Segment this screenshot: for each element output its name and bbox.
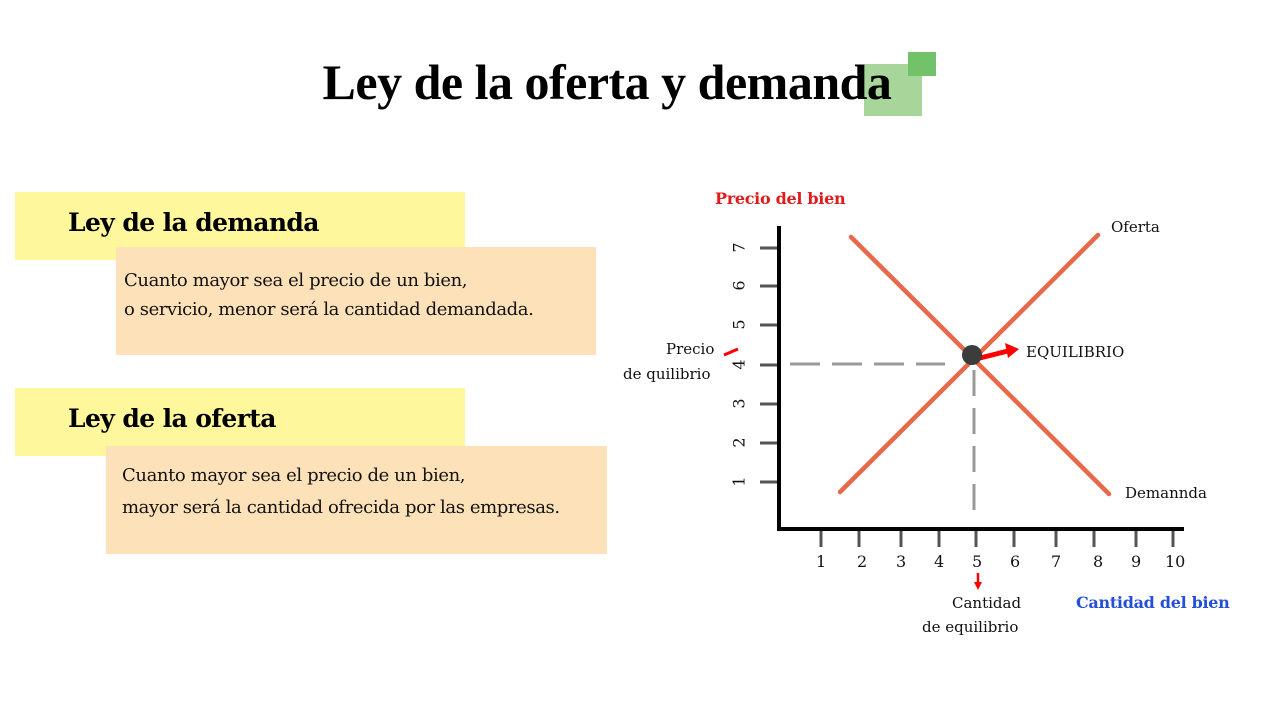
x-tick-label: 8	[1093, 552, 1104, 571]
equilibrium-quantity-label-line-1: Cantidad	[952, 594, 1022, 612]
chart-canvas	[723, 226, 1184, 590]
demand-law-line-2: o servicio, menor será la cantidad deman…	[124, 299, 534, 320]
supply-demand-chart	[600, 180, 1280, 650]
x-tick-label: 2	[857, 552, 868, 571]
demand-law-description-box: Cuanto mayor sea el precio de un bien, o…	[116, 247, 596, 355]
x-tick-label: 10	[1165, 552, 1186, 571]
x-axis-ticks	[819, 531, 1175, 547]
y-tick-label: 2	[729, 437, 749, 448]
equilibrium-arrow-icon	[1005, 343, 1019, 358]
demand-law-line-1: Cuanto mayor sea el precio de un bien,	[124, 270, 468, 291]
y-tick-label: 5	[729, 319, 749, 330]
equilibrium-price-label-line-2: de quilibrio	[623, 365, 711, 383]
slide-title: Ley de la oferta y demanda	[322, 54, 892, 110]
supply-curve-label: Oferta	[1111, 218, 1160, 236]
y-axis-title: Precio del bien	[715, 189, 846, 208]
x-axis-title: Cantidad del bien	[1076, 593, 1230, 612]
y-tick-label: 6	[729, 280, 749, 291]
equilibrium-quantity-arrow-icon	[974, 582, 982, 590]
equilibrium-label: EQUILIBRIO	[1026, 343, 1125, 361]
equilibrium-price-pointer-icon	[723, 347, 739, 357]
equilibrium-price-label-line-1: Precio	[666, 340, 715, 358]
demand-law-heading: Ley de la demanda	[68, 208, 320, 237]
demand-curve-label: Demannda	[1125, 484, 1207, 502]
y-tick-label: 4	[729, 359, 749, 370]
y-tick-label: 3	[729, 398, 749, 409]
demand-curve	[848, 234, 1112, 497]
supply-law-heading: Ley de la oferta	[68, 404, 276, 433]
supply-law-line-2: mayor será la cantidad ofrecida por las …	[122, 497, 560, 518]
supply-law-heading-box: Ley de la oferta	[15, 388, 465, 456]
equilibrium-arrow-shaft	[979, 348, 1009, 361]
x-tick-label: 9	[1131, 552, 1142, 571]
y-tick-label: 1	[729, 476, 749, 487]
x-tick-label: 4	[934, 552, 945, 571]
y-axis-ticks	[760, 246, 777, 484]
decorative-square-dark	[908, 52, 936, 76]
x-tick-label: 3	[896, 552, 907, 571]
x-tick-label: 1	[816, 552, 827, 571]
supply-law-description-box: Cuanto mayor sea el precio de un bien, m…	[106, 446, 607, 554]
supply-law-line-1: Cuanto mayor sea el precio de un bien,	[122, 465, 466, 486]
x-tick-label: 5	[972, 552, 983, 571]
equilibrium-quantity-label-line-2: de equilibrio	[922, 618, 1019, 636]
equilibrium-point	[962, 345, 982, 365]
x-tick-label: 6	[1010, 552, 1021, 571]
x-tick-label: 7	[1051, 552, 1062, 571]
y-tick-label: 7	[729, 242, 749, 253]
